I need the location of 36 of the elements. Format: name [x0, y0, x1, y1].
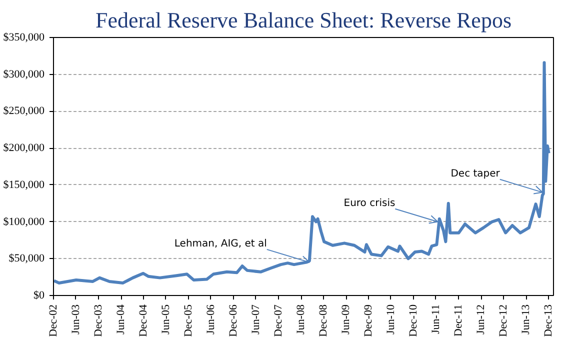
- x-tick-label: Jun-08: [295, 304, 308, 334]
- y-tick-label: $350,000: [3, 32, 45, 44]
- annotation: Euro crisis: [344, 198, 396, 209]
- x-tick-label: Dec-07: [272, 304, 284, 337]
- x-tick-label: Jun-11: [430, 304, 442, 334]
- x-tick-label: Jun-07: [250, 304, 262, 334]
- x-tick-label: Dec-08: [318, 304, 330, 337]
- x-tick-label: Jun-12: [475, 304, 488, 334]
- x-tick-label: Dec-05: [182, 304, 195, 337]
- y-tick-label: $50,000: [8, 252, 45, 265]
- x-tick-label: Jun-10: [384, 304, 397, 334]
- x-tick-label: Dec-10: [408, 304, 420, 337]
- x-tick-label: Jun-09: [340, 304, 352, 334]
- x-tick-label: Jun-06: [204, 304, 217, 334]
- y-tick-label: $300,000: [3, 68, 45, 80]
- x-tick-label: Jun-05: [160, 304, 172, 334]
- y-tick-label: $250,000: [3, 105, 45, 118]
- y-tick-label: $100,000: [3, 216, 45, 228]
- x-tick-label: Jun-03: [70, 304, 82, 334]
- x-tick-label: Jun-04: [115, 304, 128, 334]
- line-series: [54, 61, 550, 284]
- x-tick-label: Dec-11: [452, 304, 465, 336]
- x-tick-label: Dec-04: [138, 304, 150, 337]
- x-tick-label: Dec-03: [92, 304, 104, 337]
- x-tick-label: Dec-13: [542, 304, 555, 337]
- x-tick-label: Dec-02: [48, 304, 60, 337]
- x-tick-label: Jun-13: [520, 304, 532, 334]
- x-tick-label: Dec-12: [498, 304, 510, 337]
- chart-title: Federal Reserve Balance Sheet: Reverse Repos: [95, 8, 512, 32]
- annotation: Dec taper: [450, 168, 501, 180]
- annotation: Lehman, AIG, et al: [174, 238, 267, 250]
- x-tick-label: Dec-09: [362, 304, 375, 337]
- y-tick-label: $0: [34, 290, 45, 302]
- y-tick-label: $200,000: [3, 142, 45, 154]
- y-tick-label: $150,000: [3, 178, 45, 191]
- x-tick-label: Dec-06: [228, 304, 240, 337]
